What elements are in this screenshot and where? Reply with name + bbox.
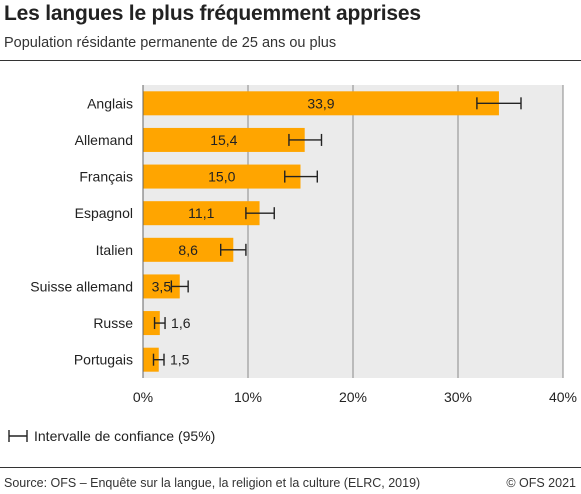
error-bar-icon xyxy=(8,430,28,442)
data-label: 11,1 xyxy=(188,205,214,221)
bar xyxy=(143,91,499,116)
category-label: Russe xyxy=(93,315,133,331)
source-note: Source: OFS – Enquête sur la langue, la … xyxy=(4,476,421,490)
bar xyxy=(143,237,234,262)
x-tick-label: 10% xyxy=(234,389,262,405)
bar xyxy=(143,127,305,152)
category-label: Anglais xyxy=(87,95,133,111)
bar xyxy=(143,164,301,189)
x-tick-label: 40% xyxy=(549,389,577,405)
category-label: Suisse allemand xyxy=(30,278,133,294)
category-label: Portugais xyxy=(74,352,133,368)
bottom-divider xyxy=(0,467,581,468)
category-label: Allemand xyxy=(75,132,133,148)
category-label: Français xyxy=(79,169,133,185)
bar xyxy=(143,347,159,372)
data-label: 1,6 xyxy=(171,315,191,331)
top-divider xyxy=(0,60,581,61)
data-label: 3,5 xyxy=(152,278,172,294)
category-label: Espagnol xyxy=(75,205,133,221)
data-label: 33,9 xyxy=(307,95,334,111)
x-tick-label: 20% xyxy=(339,389,367,405)
data-label: 1,5 xyxy=(170,352,190,368)
copyright-credit: © OFS 2021 xyxy=(506,476,576,490)
bar-chart: 0% 10% 20% 30% 40% Anglais 33,9 Allemand 15,4 Fra… xyxy=(30,85,577,405)
legend-label: Intervalle de confiance (95%) xyxy=(34,428,216,444)
data-label: 15,4 xyxy=(210,132,237,148)
chart-title: Les langues le plus fréquemment apprises xyxy=(4,2,421,25)
data-label: 15,0 xyxy=(208,169,235,185)
category-label: Italien xyxy=(96,242,133,258)
x-tick-label: 30% xyxy=(444,389,472,405)
bar xyxy=(143,311,160,336)
chart-subtitle: Population résidante permanente de 25 an… xyxy=(4,35,337,51)
data-label: 8,6 xyxy=(178,242,198,258)
x-tick-label: 0% xyxy=(133,389,153,405)
bar xyxy=(143,201,260,226)
